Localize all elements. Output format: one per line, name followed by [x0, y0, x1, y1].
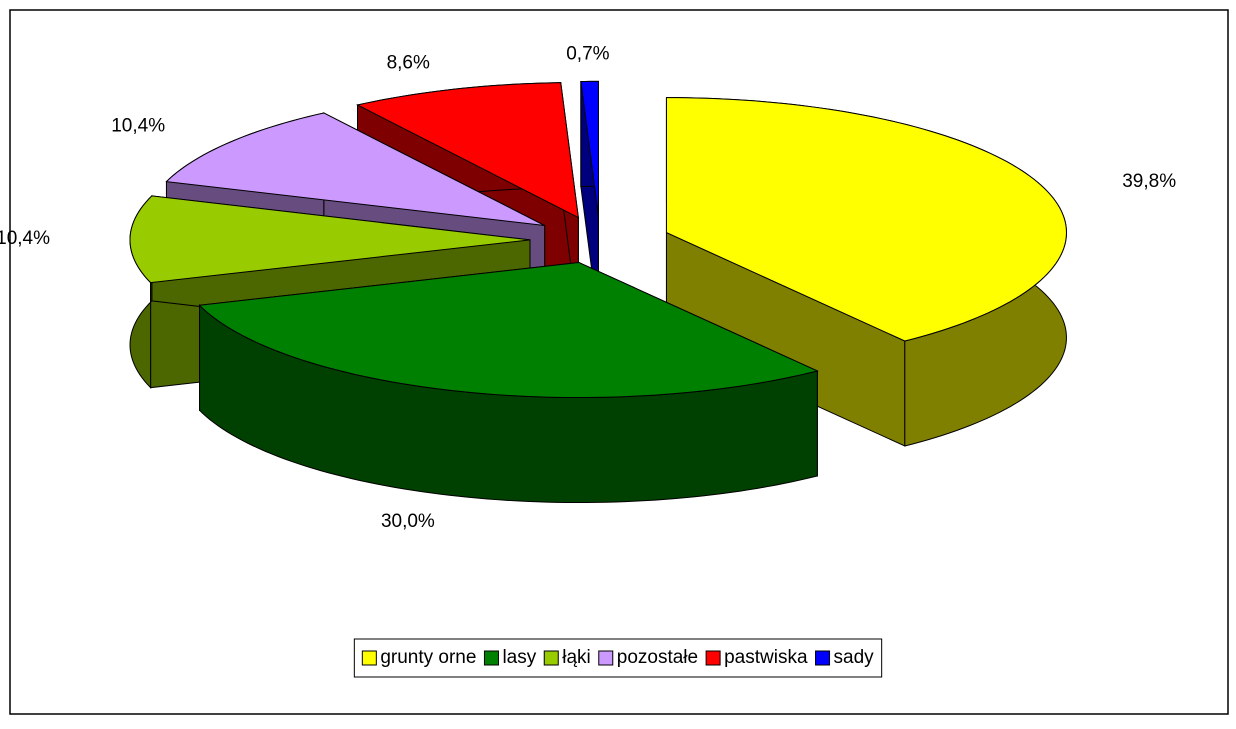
legend-label: sady [834, 647, 875, 668]
data-label: 39,8% [1122, 171, 1176, 192]
legend-swatch [705, 650, 721, 666]
legend: grunty orne lasy łąki pozostałe pastwiska sad… [361, 647, 875, 668]
legend-label: grunty orne [380, 647, 476, 668]
legend-swatch [361, 650, 377, 666]
slice-top [129, 195, 531, 284]
legend-label: lasy [502, 647, 536, 668]
slice-top [580, 80, 599, 217]
legend-swatch [598, 650, 614, 666]
data-label: 10,4% [0, 228, 50, 249]
data-label: 10,4% [111, 115, 165, 136]
legend-box [353, 638, 883, 678]
legend-label: pastwiska [724, 647, 808, 668]
slice-top [165, 112, 545, 227]
legend-swatch [483, 650, 499, 666]
slice-top [356, 82, 579, 219]
data-label: 8,6% [387, 52, 430, 73]
legend-swatch [815, 650, 831, 666]
slice-top [198, 262, 819, 399]
data-label: 30,0% [381, 511, 435, 532]
data-label: 0,7% [566, 43, 609, 64]
slice-top [665, 97, 1067, 342]
legend-label: łąki [562, 647, 591, 668]
legend-swatch [543, 650, 559, 666]
legend-label: pozostałe [617, 647, 698, 668]
